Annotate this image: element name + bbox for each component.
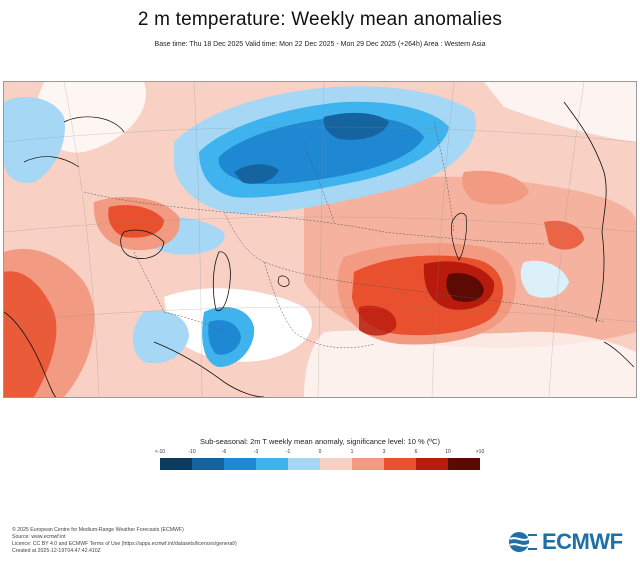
legend-title: Sub-seasonal: 2m T weekly mean anomaly, … bbox=[200, 437, 440, 446]
footer-created: Created at 2025-12-19T04:47:42.410Z bbox=[12, 548, 101, 554]
legend-tick: >10 bbox=[475, 449, 485, 455]
legend-swatch bbox=[224, 458, 256, 470]
ecmwf-logo: ECMWF bbox=[508, 529, 632, 555]
ecmwf-logo-text: ECMWF bbox=[542, 529, 623, 554]
footer-source: Source: www.ecmwf.int bbox=[12, 534, 66, 540]
legend-colorbar bbox=[160, 458, 480, 470]
legend-tick: 1 bbox=[350, 449, 354, 455]
legend-swatch bbox=[352, 458, 384, 470]
legend-tick: <-10 bbox=[154, 449, 166, 455]
chart-subtitle: Base time: Thu 18 Dec 2025 Valid time: M… bbox=[154, 41, 486, 48]
legend-swatch bbox=[416, 458, 448, 470]
anomaly-map bbox=[3, 81, 637, 398]
legend-tick: 6 bbox=[414, 449, 418, 455]
footer-copyright: © 2025 European Centre for Medium-Range … bbox=[12, 527, 184, 533]
cold-patch-iran bbox=[132, 310, 189, 364]
legend-swatch bbox=[384, 458, 416, 470]
cold-core-north bbox=[323, 112, 389, 140]
legend-tick: 10 bbox=[445, 449, 451, 455]
neutral-patch-northeast bbox=[484, 82, 636, 142]
aral-sea-coastline bbox=[277, 275, 290, 287]
hot-region-southwest bbox=[4, 271, 57, 397]
hot-region-west bbox=[108, 205, 164, 238]
baltic-coastline bbox=[23, 116, 125, 168]
legend-swatch bbox=[256, 458, 288, 470]
caspian-sea-coastline bbox=[212, 251, 231, 312]
neutral-patch-south bbox=[304, 330, 636, 397]
legend-swatch bbox=[192, 458, 224, 470]
red-sea-coastline bbox=[4, 311, 57, 397]
legend-tick: -10 bbox=[188, 449, 196, 455]
hot-patch-central-asia-west bbox=[359, 305, 397, 336]
legend-tick: -3 bbox=[253, 449, 259, 455]
legend-swatch bbox=[288, 458, 320, 470]
legend-swatch bbox=[320, 458, 352, 470]
warm-patch-northeast bbox=[462, 170, 529, 205]
lake-baikal-outline bbox=[451, 212, 467, 261]
cold-core-south-central bbox=[208, 320, 241, 355]
persian-gulf-coastline bbox=[153, 341, 265, 397]
pacific-coastline bbox=[563, 101, 607, 323]
legend-tick: -6 bbox=[221, 449, 227, 455]
warm-patch-east bbox=[544, 220, 584, 250]
cold-region-west bbox=[4, 97, 65, 183]
ecmwf-logo-icon bbox=[509, 532, 538, 552]
legend-ticks: <-10 -10 -6 -3 -1 0 1 3 6 10 >10 bbox=[155, 449, 484, 457]
legend-tick: 3 bbox=[382, 449, 386, 455]
cold-core-north-2 bbox=[234, 164, 279, 184]
cool-patch-east bbox=[520, 260, 569, 298]
footer-credits: © 2025 European Centre for Medium-Range … bbox=[12, 527, 237, 555]
legend-tick: -1 bbox=[285, 449, 291, 455]
hot-core-central-asia bbox=[446, 272, 484, 302]
footer-licence: Licence: CC BY 4.0 and ECMWF Terms of Us… bbox=[12, 541, 237, 547]
legend-swatch bbox=[160, 458, 192, 470]
east-coastline bbox=[603, 341, 635, 368]
legend-tick: 0 bbox=[318, 449, 322, 455]
map-canvas bbox=[4, 82, 636, 397]
black-sea-coastline bbox=[120, 229, 165, 259]
legend-swatch bbox=[448, 458, 480, 470]
chart-title: 2 m temperature: Weekly mean anomalies bbox=[137, 9, 503, 30]
